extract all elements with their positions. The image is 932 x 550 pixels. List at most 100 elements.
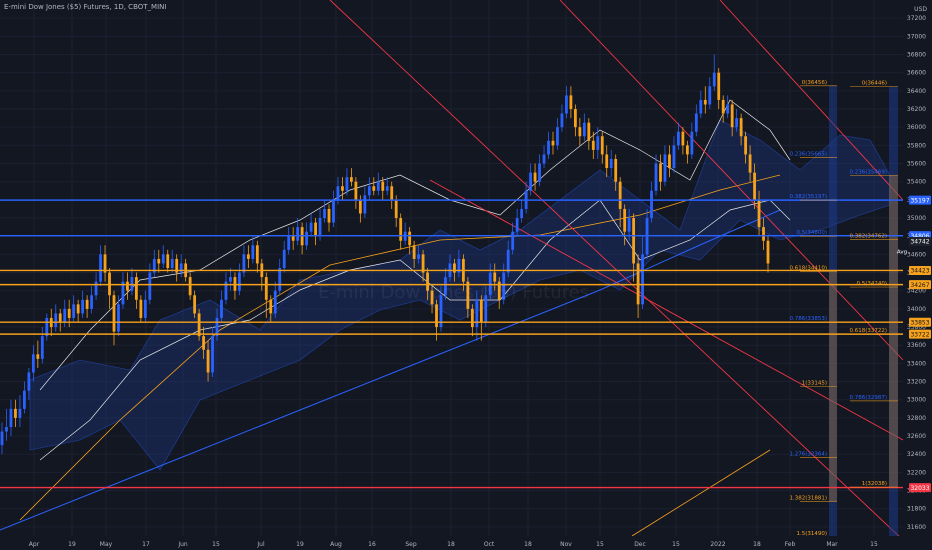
time-axis-tick: Dec xyxy=(634,541,646,548)
candle-body xyxy=(296,227,300,241)
candle-body xyxy=(591,140,595,150)
candle-body xyxy=(197,313,201,337)
fib-level-label: 1(32038) xyxy=(862,481,887,487)
price-level-text: 33853 xyxy=(910,319,929,326)
candle-body xyxy=(188,277,192,296)
price-level-text: 32033 xyxy=(910,485,929,492)
price-axis-tick: 32600 xyxy=(907,433,926,440)
time-axis-tick: 15 xyxy=(212,541,220,548)
candle-body xyxy=(412,245,416,259)
candle-body xyxy=(323,208,326,219)
candle-body xyxy=(229,277,232,282)
fib-zone-right-orange xyxy=(889,175,898,488)
candle-body xyxy=(318,218,322,237)
price-level-marker xyxy=(909,265,931,275)
candle-body xyxy=(426,272,429,291)
candle-body xyxy=(417,254,420,259)
candle-body xyxy=(475,299,479,328)
price-axis-tick: 37000 xyxy=(907,33,926,40)
candle-body xyxy=(515,218,519,232)
candle-body xyxy=(242,254,246,273)
candle-body xyxy=(650,190,653,219)
candle-body xyxy=(139,299,143,318)
candle-body xyxy=(354,181,358,200)
time-axis-tick: 15 xyxy=(672,541,680,548)
channel-line-red xyxy=(429,179,904,441)
candle-body xyxy=(278,268,282,291)
candle-body xyxy=(753,172,756,200)
fib-level-label: 0.786(33853) xyxy=(789,316,827,322)
candle-body xyxy=(350,177,353,182)
candle-body xyxy=(435,304,438,328)
candle-body xyxy=(390,186,394,200)
price-level-text: 34423 xyxy=(910,268,929,275)
candle-body xyxy=(685,145,689,155)
price-axis-background xyxy=(903,0,932,550)
candle-body xyxy=(264,277,268,300)
price-axis-tick: 31800 xyxy=(907,506,926,513)
candle-body xyxy=(453,263,456,273)
candle-body xyxy=(699,99,703,114)
candle-body xyxy=(67,308,71,318)
candle-body xyxy=(547,140,550,155)
bollinger-lower xyxy=(39,199,791,461)
candle-body xyxy=(255,245,259,264)
candle-body xyxy=(408,231,412,246)
candle-body xyxy=(224,281,228,300)
time-axis-tick: Nov xyxy=(560,541,572,548)
candle-body xyxy=(381,181,385,191)
candle-body xyxy=(663,154,667,182)
candle-body xyxy=(108,272,111,296)
candle-body xyxy=(614,158,618,182)
candle-body xyxy=(314,222,317,237)
candle-body xyxy=(341,186,344,191)
candle-body xyxy=(529,172,532,191)
candle-body xyxy=(573,109,577,128)
price-level-text: 33722 xyxy=(910,331,929,338)
candle-body xyxy=(22,390,26,409)
candle-body xyxy=(175,258,179,273)
price-axis-tick: 36600 xyxy=(907,70,926,77)
candle-body xyxy=(358,199,362,214)
candle-body xyxy=(582,122,586,137)
price-level-marker xyxy=(909,317,931,327)
candle-body xyxy=(488,272,492,296)
candle-body xyxy=(161,254,165,264)
candle-body xyxy=(596,136,600,150)
candle-body xyxy=(533,172,537,182)
candle-body xyxy=(233,277,237,291)
candle-body xyxy=(439,295,443,328)
candle-body xyxy=(762,227,765,241)
candle-body xyxy=(202,336,205,350)
candle-body xyxy=(27,372,31,391)
candle-body xyxy=(103,254,107,273)
price-axis-tick: 36800 xyxy=(907,52,926,59)
candle-body xyxy=(152,258,156,273)
time-axis-tick: Sep xyxy=(405,541,417,548)
price-axis-tick: 35400 xyxy=(907,179,926,186)
candle-body xyxy=(85,299,89,309)
price-axis-tick: 37200 xyxy=(907,15,926,22)
trend-line-orange xyxy=(631,449,771,537)
candle-body xyxy=(269,299,273,314)
candle-body xyxy=(157,258,161,264)
time-axis-tick: Jun xyxy=(177,541,188,548)
candle-body xyxy=(694,113,698,132)
candle-body xyxy=(636,263,640,305)
candle-body xyxy=(726,104,730,114)
price-level-marker xyxy=(909,236,931,246)
candle-body xyxy=(641,254,644,305)
candle-body xyxy=(739,118,743,137)
candle-body xyxy=(708,86,712,105)
candle-body xyxy=(632,218,636,264)
time-axis-tick: 18 xyxy=(524,541,532,548)
price-axis-tick: 32200 xyxy=(907,469,926,476)
time-axis-background xyxy=(0,536,932,550)
candle-body xyxy=(112,295,116,332)
candle-body xyxy=(385,186,389,191)
price-axis-tick: 33400 xyxy=(907,360,926,367)
currency-label: USD xyxy=(914,6,927,13)
